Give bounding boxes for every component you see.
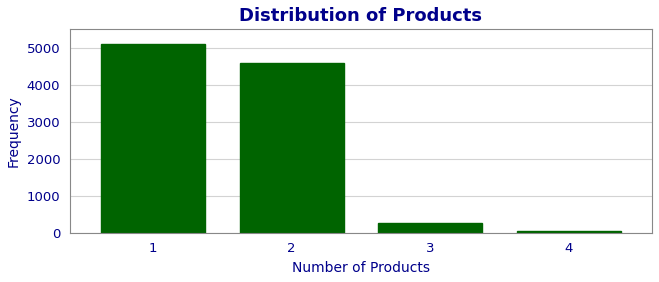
Title: Distribution of Products: Distribution of Products <box>239 7 482 25</box>
Bar <box>101 44 205 233</box>
Bar <box>378 223 482 233</box>
Bar <box>517 231 621 233</box>
Y-axis label: Frequency: Frequency <box>7 95 21 167</box>
X-axis label: Number of Products: Number of Products <box>292 261 430 275</box>
Bar <box>240 63 343 233</box>
